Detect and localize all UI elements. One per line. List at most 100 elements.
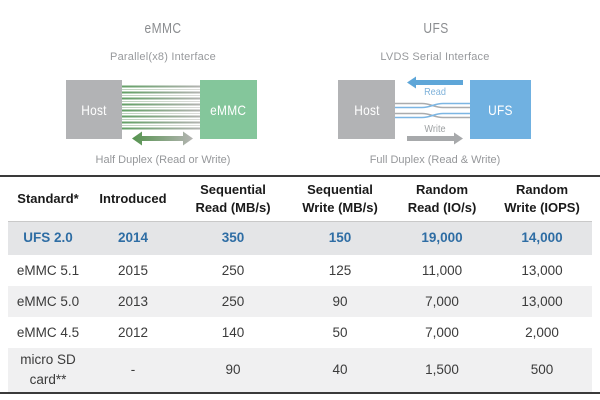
cell-rand-read: 19,000	[421, 230, 463, 246]
ufs-host-box: Host	[338, 80, 395, 139]
cell-introduced: -	[130, 362, 136, 378]
cell-seq-write: 150	[328, 230, 352, 246]
table-cell: 19,000	[392, 221, 492, 255]
cell-standard: eMMC 4.5	[16, 324, 80, 340]
table-cell: 7,000	[392, 286, 492, 317]
cell-seq-write: 50	[332, 324, 348, 340]
col-header-label: Sequential Write (MB/s)	[302, 181, 378, 215]
cell-seq-read: 350	[221, 230, 245, 246]
table-cell: 13,000	[492, 255, 592, 286]
emmc-device-box: eMMC	[200, 80, 257, 139]
table-cell: 2014	[88, 221, 178, 255]
col-header-introduced: Introduced	[88, 177, 178, 221]
emmc-device-box-label: eMMC	[210, 101, 247, 118]
col-header-seq-write: Sequential Write (MB/s)	[288, 177, 392, 221]
emmc-duplex-label: Half Duplex (Read or Write)	[95, 154, 231, 166]
ufs-diagram-title: UFS	[423, 19, 449, 37]
ufs-device-box-label: UFS	[488, 101, 513, 118]
cell-rand-read: 1,500	[425, 362, 459, 378]
lvds-twisted-pair-wires-icon	[395, 102, 470, 119]
table-cell: 11,000	[392, 255, 492, 286]
table-cell: -	[88, 348, 178, 392]
comparison-table: Standard* Introduced Sequential Read (MB…	[8, 177, 592, 392]
table-header-row: Standard* Introduced Sequential Read (MB…	[8, 177, 592, 221]
table-cell: eMMC 5.1	[8, 255, 88, 286]
cell-seq-read: 250	[221, 293, 245, 309]
table-cell: 500	[492, 348, 592, 392]
cell-rand-write: 13,000	[521, 293, 563, 309]
col-header-seq-read: Sequential Read (MB/s)	[178, 177, 288, 221]
cell-seq-write: 40	[332, 362, 348, 378]
table-cell: 90	[178, 348, 288, 392]
col-header-rand-write: Random Write (IOPS)	[492, 177, 592, 221]
table-cell: 350	[178, 221, 288, 255]
table-cell: eMMC 5.0	[8, 286, 88, 317]
cell-rand-read: 7,000	[425, 293, 459, 309]
col-header-label: Random Read (IO/s)	[407, 181, 477, 215]
ufs-duplex-label: Full Duplex (Read & Write)	[369, 154, 501, 166]
emmc-diagram-title: eMMC	[144, 19, 182, 37]
read-label: Read	[424, 86, 446, 98]
cell-rand-write: 2,000	[525, 324, 559, 340]
table-cell: 50	[288, 317, 392, 348]
table-cell: 2,000	[492, 317, 592, 348]
cell-seq-write: 125	[328, 262, 352, 278]
table-row-ufs-2-0: UFS 2.0 2014 350 150 19,000 14,000	[8, 221, 592, 255]
cell-introduced: 2015	[117, 262, 149, 278]
table-row-micro-sd: micro SD card** - 90 40 1,500 500	[8, 348, 592, 392]
cell-rand-write: 14,000	[521, 230, 563, 246]
ufs-device-box: UFS	[470, 80, 531, 139]
write-label: Write	[424, 123, 446, 135]
table-cell: 150	[288, 221, 392, 255]
cell-rand-write: 500	[530, 362, 554, 378]
cell-introduced: 2013	[117, 293, 149, 309]
table-cell: eMMC 4.5	[8, 317, 88, 348]
table-row-emmc-4-5: eMMC 4.5 2012 140 50 7,000 2,000	[8, 317, 592, 348]
ufs-host-box-label: Host	[353, 101, 380, 118]
table-cell: 2012	[88, 317, 178, 348]
table-cell: 2013	[88, 286, 178, 317]
table-cell: UFS 2.0	[8, 221, 88, 255]
cell-standard: eMMC 5.0	[16, 293, 80, 309]
cell-rand-read: 7,000	[425, 324, 459, 340]
cell-introduced: 2014	[117, 230, 149, 246]
cell-introduced: 2012	[117, 324, 149, 340]
read-arrow-icon	[407, 76, 463, 89]
table-cell: 250	[178, 255, 288, 286]
table-row-emmc-5-1: eMMC 5.1 2015 250 125 11,000 13,000	[8, 255, 592, 286]
table-top-border	[0, 175, 600, 177]
half-duplex-double-arrow-icon	[132, 131, 193, 146]
cell-seq-read: 140	[221, 324, 245, 340]
cell-seq-read: 250	[221, 262, 245, 278]
cell-rand-write: 13,000	[521, 262, 563, 278]
table-cell: 90	[288, 286, 392, 317]
table-header: Standard* Introduced Sequential Read (MB…	[8, 177, 592, 221]
table-cell: 125	[288, 255, 392, 286]
col-header-label: Sequential Read (MB/s)	[195, 181, 271, 215]
table-cell: 250	[178, 286, 288, 317]
write-arrow-icon	[407, 132, 463, 145]
table-cell: micro SD card**	[8, 348, 88, 392]
table-cell: 40	[288, 348, 392, 392]
emmc-host-box-label: Host	[81, 101, 107, 118]
table-body: UFS 2.0 2014 350 150 19,000 14,000 eMMC …	[8, 221, 592, 392]
ufs-interface-label: LVDS Serial Interface	[380, 51, 490, 63]
table-cell: 13,000	[492, 286, 592, 317]
emmc-interface-label: Parallel(x8) Interface	[110, 51, 216, 63]
cell-rand-read: 11,000	[421, 262, 463, 278]
col-header-label: Random Write (IOPS)	[504, 181, 580, 215]
cell-standard: micro SD card**	[20, 352, 76, 387]
parallel-bus-lines-icon	[122, 85, 200, 130]
table-row-emmc-5-0: eMMC 5.0 2013 250 90 7,000 13,000	[8, 286, 592, 317]
col-header-rand-read: Random Read (IO/s)	[392, 177, 492, 221]
table-cell: 1,500	[392, 348, 492, 392]
emmc-host-box: Host	[66, 80, 122, 139]
table-bottom-border	[0, 392, 600, 394]
cell-seq-read: 90	[225, 362, 241, 378]
col-header-label: Introduced	[99, 190, 167, 206]
col-header-label: Standard*	[17, 190, 79, 206]
cell-seq-write: 90	[332, 293, 348, 309]
cell-standard: eMMC 5.1	[16, 262, 80, 278]
table-cell: 140	[178, 317, 288, 348]
